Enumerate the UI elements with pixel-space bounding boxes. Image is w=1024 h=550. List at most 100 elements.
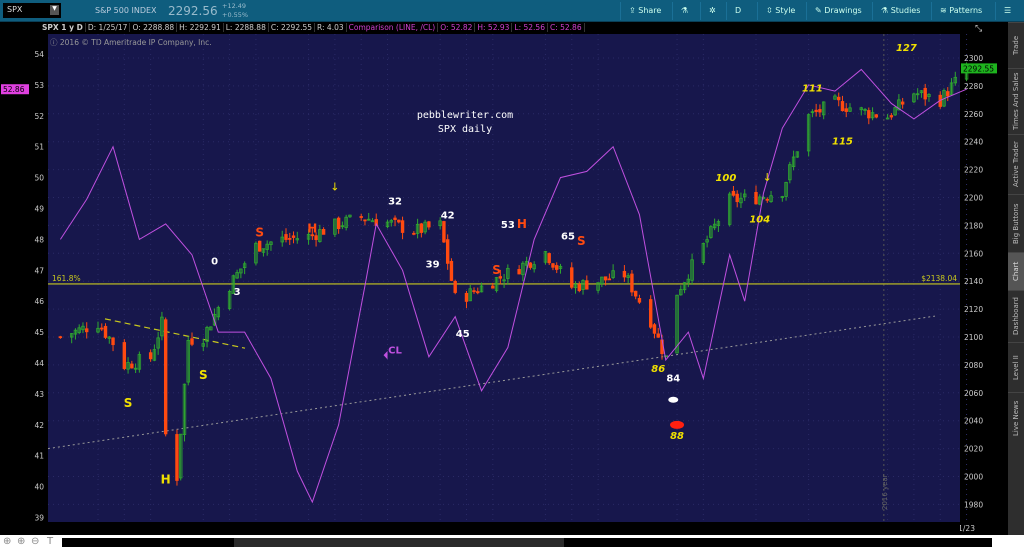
- candle-body: [735, 193, 739, 203]
- comparison-label-box: [1, 84, 29, 95]
- candle-body: [633, 290, 638, 297]
- symbol-input[interactable]: SPX ▼: [3, 3, 61, 18]
- zoom-out-icon[interactable]: ⊖: [31, 536, 40, 547]
- candle-body: [780, 196, 785, 199]
- right-tick-label: 2240: [964, 138, 983, 147]
- neckline-trendline: [104, 318, 246, 349]
- right-tick-label: 2200: [964, 194, 983, 203]
- candle-body: [543, 251, 548, 263]
- candle-body: [795, 151, 800, 158]
- candle-body: [69, 333, 74, 338]
- candle-body: [235, 272, 239, 279]
- last-price: 2292.56: [168, 4, 218, 18]
- flask-icon[interactable]: ⚗: [672, 2, 688, 20]
- annotation-label: 104: [749, 215, 770, 226]
- candle-body: [743, 193, 747, 198]
- left-tick-label: 42: [34, 421, 44, 430]
- right-tick-label: 2120: [964, 305, 983, 314]
- candle-body: [555, 265, 559, 270]
- scroll-thumb[interactable]: [234, 538, 564, 547]
- annotation-label: S: [199, 368, 208, 382]
- copyright: ⓘ 2016 © TD Ameritrade IP Company, Inc.: [50, 38, 212, 47]
- candle-body: [491, 285, 495, 289]
- candle-body: [137, 354, 142, 370]
- candle-body: [769, 195, 773, 203]
- candle-body: [664, 355, 668, 358]
- patterns-button[interactable]: ≋ Patterns: [931, 2, 982, 20]
- candle-body: [611, 270, 615, 278]
- candle-body: [216, 307, 221, 318]
- sidebar-tab-times-and-sales[interactable]: Times And Sales: [1008, 68, 1024, 134]
- candle-body: [528, 262, 533, 268]
- candle-body: [179, 433, 183, 479]
- aggregation-button[interactable]: D: [726, 2, 756, 20]
- x-axis: [48, 522, 960, 535]
- candle-body: [348, 214, 352, 218]
- left-tick-label: 39: [34, 514, 44, 523]
- chevron-down-icon[interactable]: ▼: [50, 5, 59, 15]
- comp-close: C: 52.86: [547, 23, 585, 32]
- sidebar-tab-dashboard[interactable]: Dashboard: [1008, 290, 1024, 342]
- share-button[interactable]: ⇪ Share: [620, 2, 661, 20]
- candle-body: [468, 288, 472, 302]
- menu-icon[interactable]: ☰: [995, 2, 1011, 20]
- annotation-label: 115: [832, 136, 853, 147]
- sidebar-tab-live-news[interactable]: Live News: [1008, 392, 1024, 444]
- candle-body: [73, 329, 78, 335]
- info-range: R: 4.03: [315, 23, 347, 32]
- chart-title: pebblewriter.com: [417, 110, 513, 121]
- gear-icon[interactable]: ✲: [700, 2, 716, 20]
- sidebar-tab-trade[interactable]: Trade: [1008, 22, 1024, 68]
- candle-body: [205, 326, 209, 342]
- annotation-label: 32: [388, 196, 402, 207]
- candle-body: [412, 232, 416, 235]
- candle-body: [453, 280, 457, 293]
- style-label: Style: [775, 6, 796, 15]
- candle-body: [607, 278, 612, 281]
- pan-icon[interactable]: ⊕: [3, 536, 12, 547]
- candle-body: [340, 225, 345, 228]
- chart-title: SPX 1 y D: [40, 23, 86, 32]
- candle-body: [231, 275, 236, 294]
- candle-body: [96, 327, 100, 333]
- candle-body: [558, 265, 563, 269]
- sidebar-tab-active-trader[interactable]: Active Trader: [1008, 134, 1024, 194]
- left-tick-label: 45: [34, 328, 44, 337]
- candle-body: [359, 216, 363, 218]
- drawings-button[interactable]: ✎ Drawings: [806, 2, 862, 20]
- candle-body: [758, 196, 762, 205]
- candle-body: [874, 114, 879, 118]
- sidebar-tab-big-buttons[interactable]: Big Buttons: [1008, 194, 1024, 252]
- candle-body: [242, 263, 247, 269]
- candle-body: [310, 234, 315, 237]
- comparison-label: Comparison (LINE, /CL): [346, 23, 439, 32]
- info-date: D: 1/25/17: [85, 23, 131, 32]
- candle-body: [103, 325, 108, 338]
- text-icon[interactable]: T: [47, 536, 54, 547]
- left-tick-label: 46: [34, 297, 44, 306]
- style-button[interactable]: ⇳ Style: [757, 2, 795, 20]
- candle-body: [573, 283, 578, 289]
- symbol-value: SPX: [7, 5, 23, 14]
- support-trendline: [47, 315, 936, 450]
- candle-body: [186, 340, 190, 383]
- candle-body: [577, 283, 581, 292]
- toolbar: SPX ▼ S&P 500 INDEX 2292.56 +12.49 +0.55% …: [0, 0, 1024, 22]
- candle-body: [690, 259, 694, 281]
- zoom-in-icon[interactable]: ⊕: [17, 536, 26, 547]
- scrollbar[interactable]: ⊕ ⊕ ⊖ T: [0, 535, 1024, 550]
- candle-body: [314, 235, 318, 241]
- sidebar-tab-level-ii[interactable]: Level II: [1008, 342, 1024, 392]
- candle-body: [344, 216, 348, 228]
- right-tick-label: 2160: [964, 249, 983, 258]
- candle-body: [81, 325, 85, 331]
- left-tick-label: 43: [34, 390, 44, 399]
- candle-body: [397, 219, 401, 223]
- candle-body: [739, 197, 743, 204]
- left-tick-label: 52: [34, 112, 44, 121]
- studies-button[interactable]: ⚗ Studies: [872, 2, 920, 20]
- sidebar-tab-chart[interactable]: Chart: [1008, 252, 1024, 290]
- change-value: +12.49: [222, 2, 247, 10]
- expand-icon[interactable]: ⤡: [975, 24, 983, 34]
- scroll-track[interactable]: [62, 538, 992, 547]
